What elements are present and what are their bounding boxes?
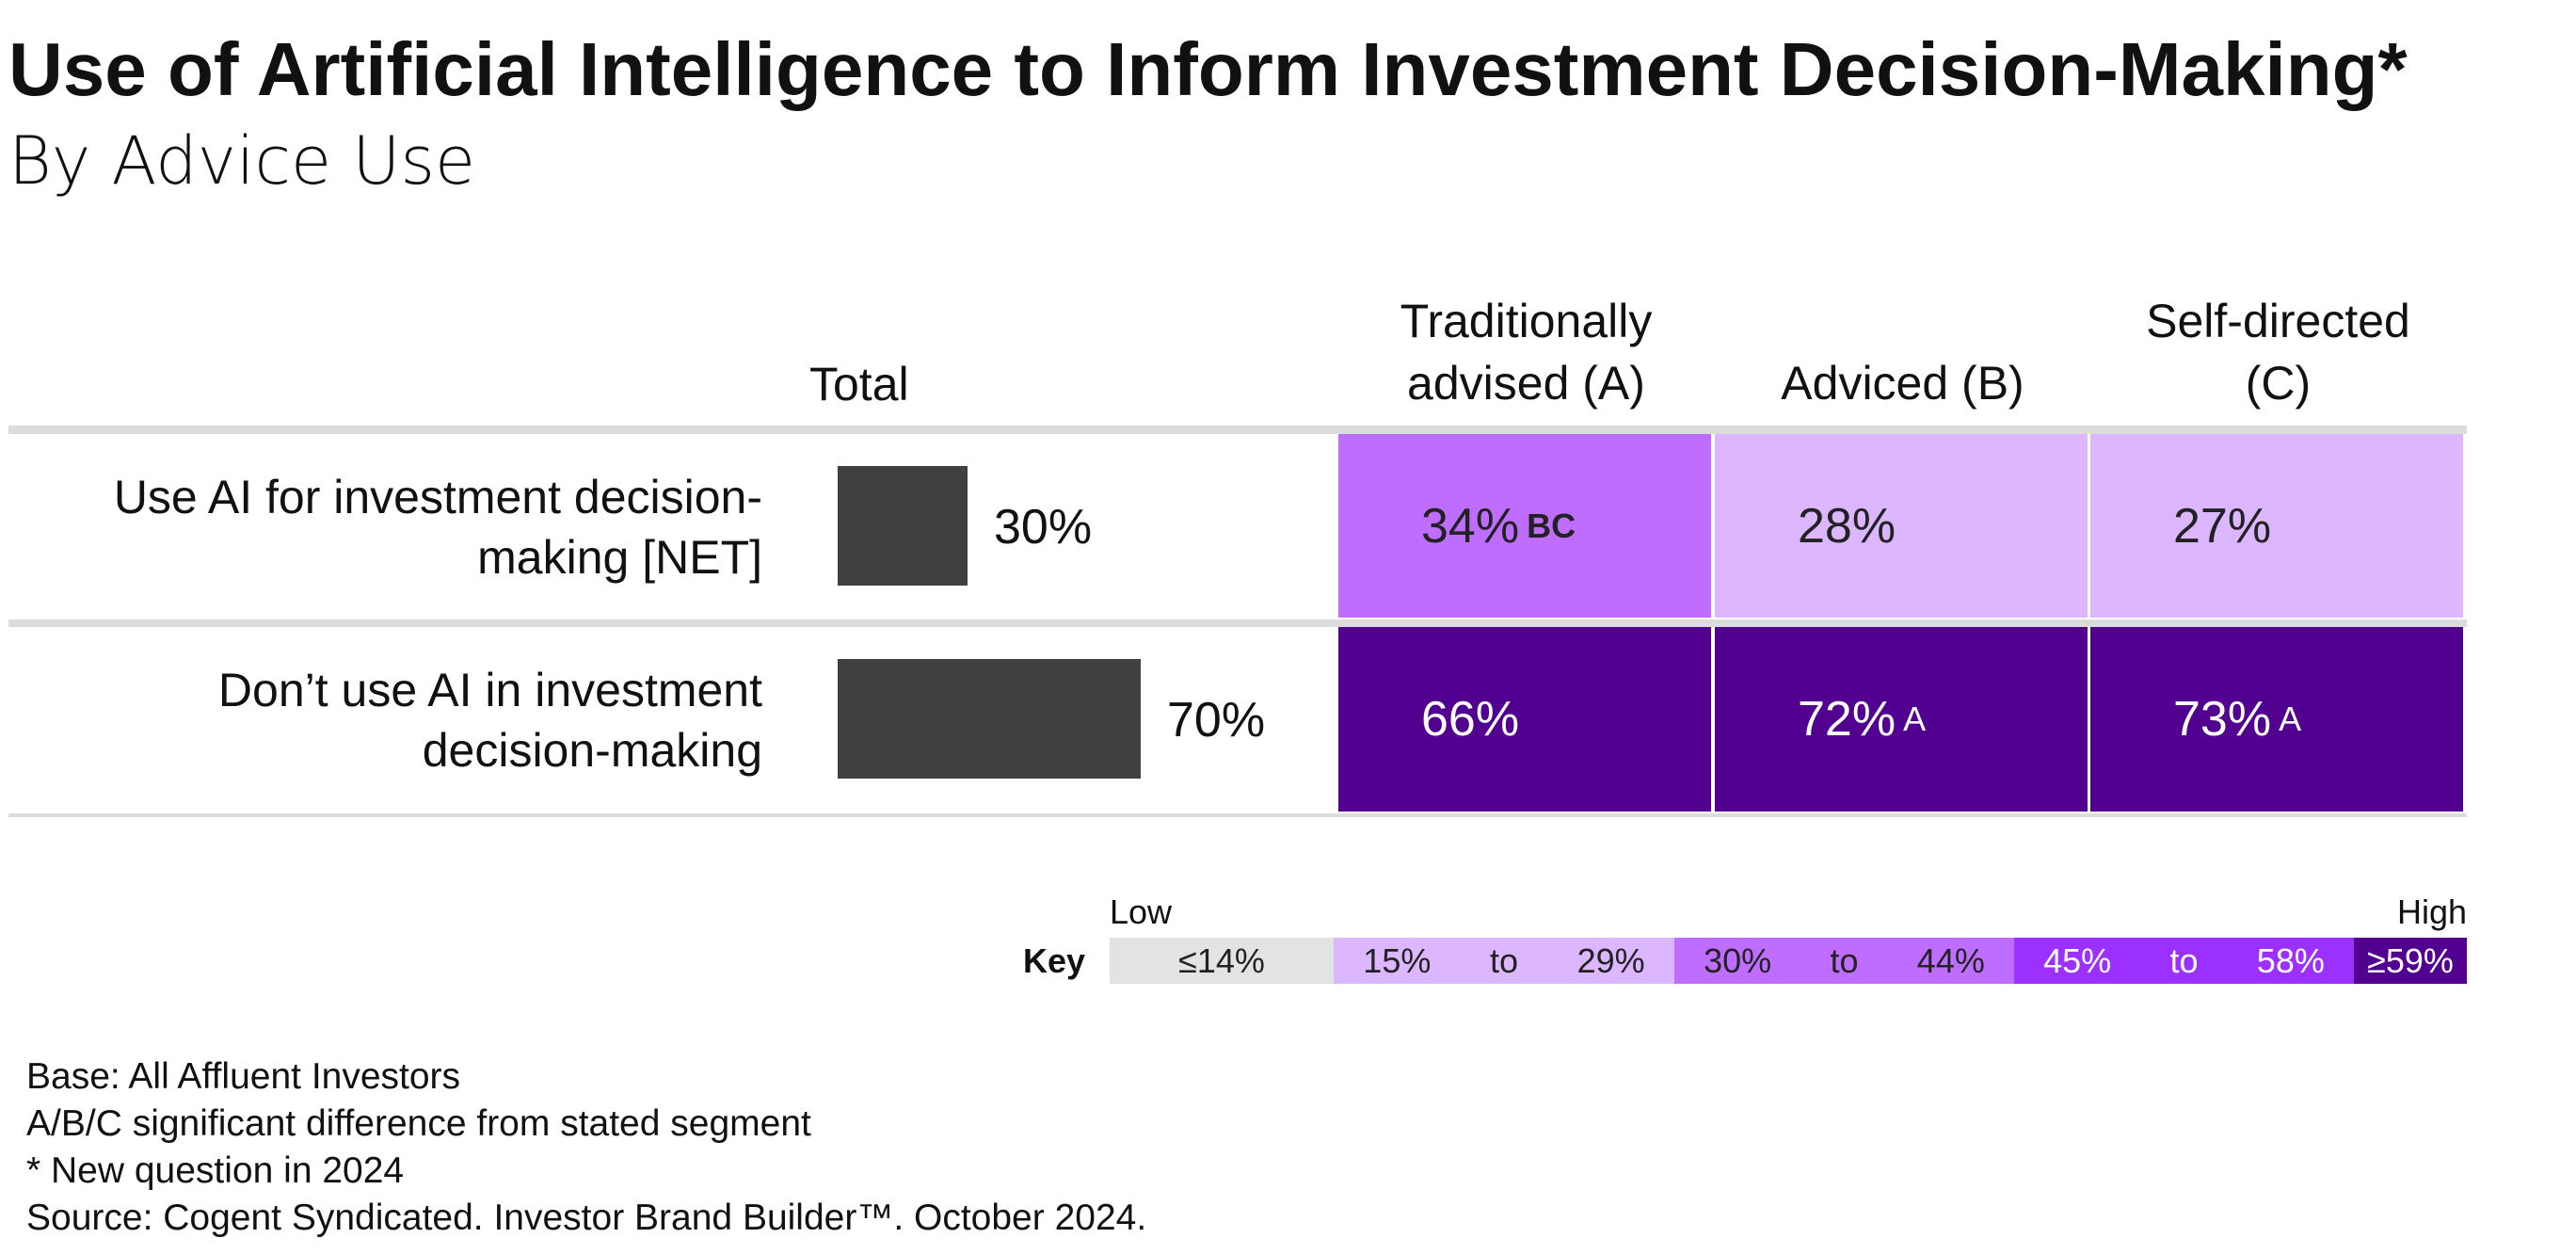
cell-label: 28% bbox=[1798, 498, 1896, 554]
key-bin-label: 29% bbox=[1576, 940, 1645, 980]
heat-cell: 28% bbox=[1715, 434, 2088, 618]
key-bin-label: to bbox=[1830, 940, 1859, 980]
column-header: Adviced (B) bbox=[1781, 357, 2024, 410]
heat-cell: 66% bbox=[1338, 627, 1711, 812]
key-bin-label: to bbox=[2169, 940, 2199, 980]
column-header: Traditionally advised (A) bbox=[1400, 295, 1653, 410]
key-bin: ≥59% bbox=[2354, 938, 2467, 984]
key-bin-label: 44% bbox=[1916, 940, 1985, 980]
significance-label: BC bbox=[1527, 506, 1576, 545]
key-bin: 15% to 29% bbox=[1334, 938, 1674, 984]
significance-label: A bbox=[2279, 699, 2302, 738]
row-label: Use AI for investment decision-making [N… bbox=[113, 470, 762, 584]
key-bin: 45% to 58% bbox=[2014, 938, 2354, 984]
heat-cell: 72% A bbox=[1715, 627, 2088, 812]
bottom-rule bbox=[8, 813, 2467, 817]
cell-label: 72% bbox=[1798, 692, 1896, 747]
key-bin: 30% to 44% bbox=[1674, 938, 2014, 984]
row-rule bbox=[8, 619, 2467, 627]
cell-label: 66% bbox=[1421, 692, 1520, 747]
bar bbox=[838, 659, 1141, 779]
key-bin-label: 15% bbox=[1363, 940, 1432, 980]
heat-cell: 27% bbox=[2090, 434, 2463, 618]
key-label: Key bbox=[1022, 941, 1085, 980]
heat-cell: 73% A bbox=[2090, 627, 2463, 812]
bar-label: 70% bbox=[1167, 693, 1266, 748]
key-bin-label: to bbox=[1489, 940, 1518, 980]
row-label: Don’t use AI in investment decision-maki… bbox=[217, 664, 762, 777]
bar bbox=[838, 466, 968, 586]
key-bin-label: ≥59% bbox=[2367, 940, 2454, 980]
key-bin-label: ≤14% bbox=[1178, 940, 1265, 980]
key-high: High bbox=[2396, 892, 2467, 931]
heat-cell: 34% BC bbox=[1338, 434, 1711, 618]
footnote: A/B/C significant difference from stated… bbox=[26, 1103, 811, 1144]
total-header: Total bbox=[809, 358, 909, 410]
key-bin: ≤14% bbox=[1110, 938, 1334, 984]
bar-label: 30% bbox=[994, 499, 1093, 555]
cell-label: 73% bbox=[2173, 692, 2272, 747]
chart-title: Use of Artificial Intelligence to Inform… bbox=[8, 27, 2408, 111]
column-header: Self-directed (C) bbox=[2146, 295, 2410, 410]
key-bin-label: 45% bbox=[2043, 940, 2112, 980]
cell-label: 27% bbox=[2173, 498, 2272, 554]
footnote: Base: All Affluent Investors bbox=[26, 1056, 461, 1097]
footnote: * New question in 2024 bbox=[26, 1150, 405, 1191]
cell-label: 34% bbox=[1421, 498, 1520, 554]
footnote: Source: Cogent Syndicated. Investor Bran… bbox=[26, 1198, 1147, 1238]
chart-subtitle: By Advice Use bbox=[8, 122, 476, 200]
key-low: Low bbox=[1110, 892, 1173, 931]
key-bin-label: 58% bbox=[2256, 940, 2325, 980]
key-bin-label: 30% bbox=[1704, 940, 1772, 980]
significance-label: A bbox=[1903, 699, 1927, 738]
header-rule bbox=[8, 426, 2467, 434]
